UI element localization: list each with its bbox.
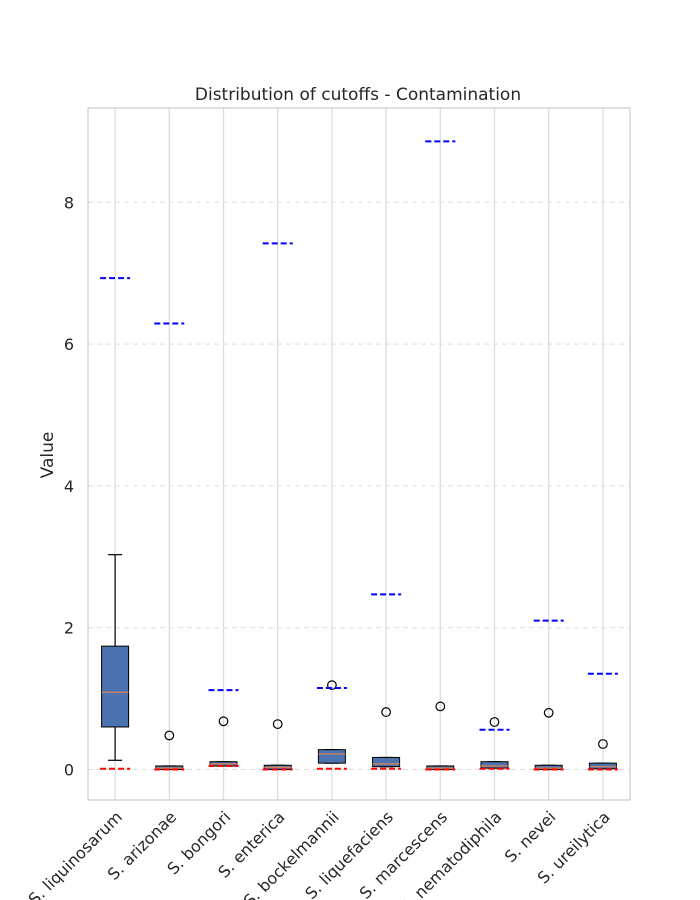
grid-layer (88, 108, 630, 800)
box-group (479, 717, 510, 770)
chart-title: Distribution of cutoffs - Contamination (195, 85, 521, 105)
outlier-point (327, 680, 337, 691)
box-group (371, 593, 402, 770)
box-group (425, 140, 456, 771)
y-tick-label: 2 (64, 619, 74, 638)
y-tick-label: 8 (64, 193, 74, 212)
box (588, 762, 617, 770)
outlier-point (598, 739, 608, 749)
box (317, 749, 346, 764)
outlier-point (164, 730, 175, 741)
y-axis-label: Value (38, 432, 58, 479)
box-group (154, 322, 185, 771)
outlier-point (435, 701, 446, 712)
outlier-point (272, 719, 283, 730)
y-tick-label: 6 (64, 335, 74, 354)
box-group (208, 689, 239, 767)
box-group (262, 242, 293, 771)
outlier-point (381, 707, 392, 717)
box-group (533, 619, 564, 771)
plot-frame (87, 107, 631, 801)
outlier-point (218, 716, 229, 727)
box (101, 645, 130, 728)
outlier-point (543, 707, 554, 718)
y-tick-labels: 0 2 4 6 8 (64, 193, 74, 779)
box-group (316, 680, 347, 770)
box (480, 761, 509, 769)
outlier-point (489, 717, 500, 727)
x-tick-label: S. liquinosarum (25, 807, 126, 900)
box-group (587, 672, 618, 771)
y-tick-label: 4 (64, 477, 74, 496)
y-tick-label: 0 (64, 761, 74, 780)
box (372, 756, 401, 768)
plot-layer (100, 140, 618, 771)
box-group (100, 277, 131, 770)
